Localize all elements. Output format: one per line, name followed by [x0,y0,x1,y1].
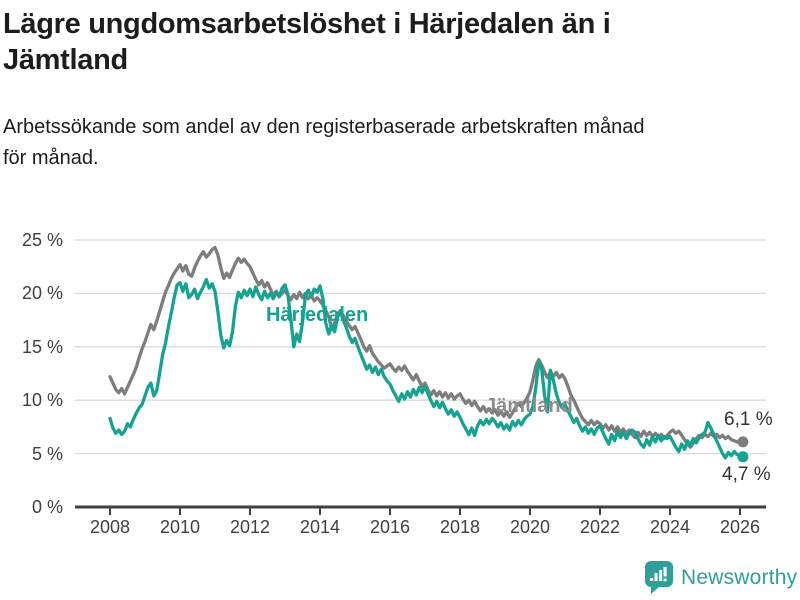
x-axis-label: 2022 [579,517,621,537]
series-end-dot-jämtland [737,436,749,448]
y-axis-label: 20 % [21,283,63,304]
series-label-jamtland: Jämtland [485,395,573,417]
newsworthy-logo: Newsworthy [644,561,797,594]
x-axis-label: 2008 [89,517,131,537]
series-end-dot-härjedalen [737,451,749,463]
x-axis-label: 2012 [229,517,271,537]
x-axis-label: 2016 [369,517,411,537]
x-axis-label: 2020 [509,517,551,537]
x-axis-label: 2018 [439,517,481,537]
newsworthy-wordmark: Newsworthy [681,565,798,589]
y-axis-label: 10 % [21,390,63,411]
newsworthy-icon [645,561,673,594]
page-title-line2: Jämtland [3,44,128,76]
y-axis-label: 25 % [21,230,63,250]
x-axis-label: 2010 [159,517,201,537]
x-axis-label: 2024 [649,517,691,537]
y-axis-label: 15 % [21,336,63,357]
page-title: Lägre ungdomsarbetslöshet i Härjedalen ä… [3,6,793,78]
end-value-label-jamtland: 6,1 % [724,409,773,430]
chart-subtitle-line2: för månad. [3,147,99,169]
series-line-härjedalen [108,277,745,460]
y-axis-label: 5 % [31,443,63,464]
x-axis-label: 2026 [719,517,761,537]
end-value-label-harjedalen: 4,7 % [722,464,771,485]
series-label-harjedalen: Härjedalen [266,304,369,326]
x-axis-label: 2014 [299,517,341,537]
chart-subtitle-line1: Arbetssökande som andel av den registerb… [3,116,645,138]
chart-subtitle: Arbetssökande som andel av den registerb… [3,112,793,174]
page-title-line1: Lägre ungdomsarbetslöshet i Härjedalen ä… [3,8,611,40]
y-axis-label: 0 % [31,497,63,517]
